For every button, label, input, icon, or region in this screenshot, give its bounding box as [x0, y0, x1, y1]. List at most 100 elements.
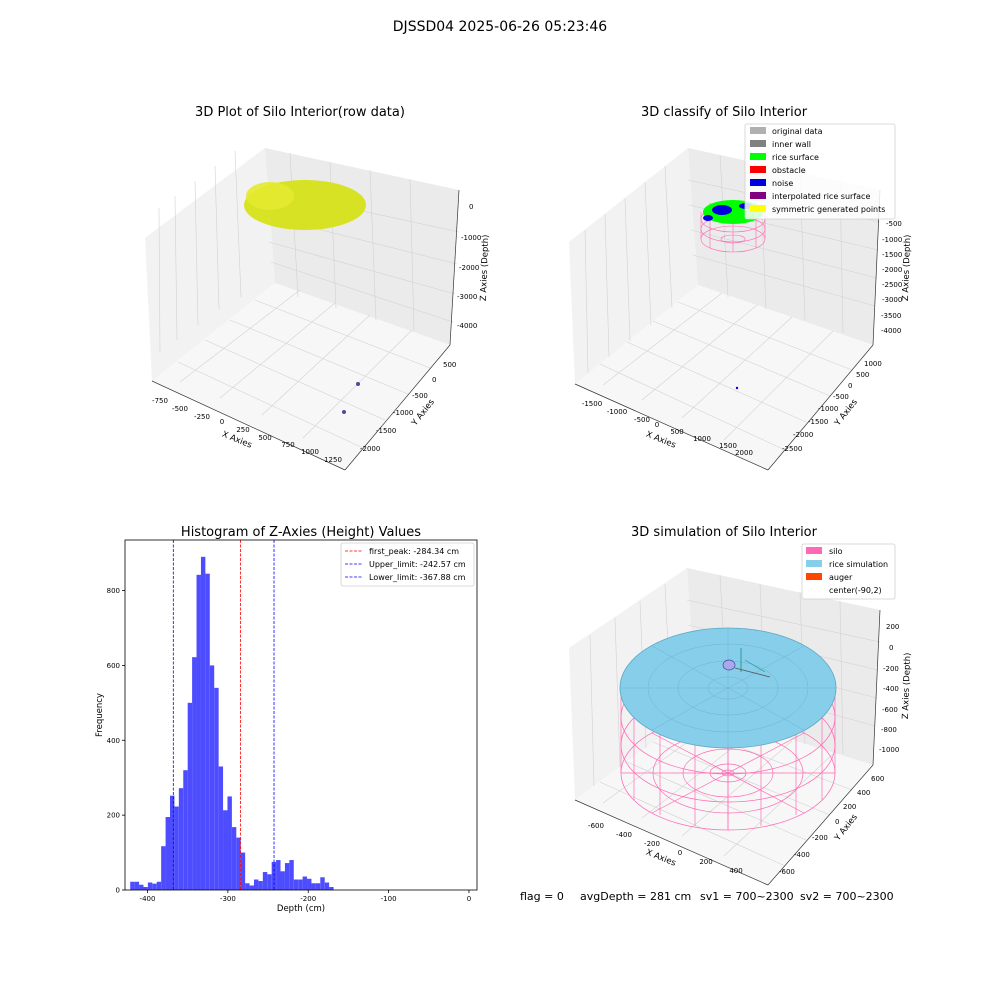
histogram-bar: [258, 881, 263, 890]
histogram-bar: [187, 702, 193, 890]
histogram-bar: [302, 876, 308, 890]
panel4-auger-arm: [734, 667, 771, 678]
panel4-x-label: X Axies: [644, 848, 677, 869]
panel1-x-tick: -500: [172, 405, 188, 413]
panel4-x-tick: 0: [678, 849, 682, 857]
panel4-z-tick: 0: [889, 644, 893, 652]
histogram-legend-first-peak: first_peak: -284.34 cm: [369, 547, 459, 556]
panel1-x-ticks: -750 -500 -250 0 250 500 750 1000 1250: [152, 397, 342, 464]
status-flag: flag = 0: [520, 890, 564, 903]
panel2-legend-swatch-obstacle: [750, 166, 766, 173]
histogram-bar: [165, 817, 170, 890]
panel1-y-tick: -500: [412, 392, 428, 400]
panel2-legend-swatch-noise: [750, 179, 766, 186]
histogram-x-label: Depth (cm): [277, 904, 325, 914]
panel4-y-tick: 600: [871, 775, 884, 783]
histogram-bar: [293, 879, 299, 890]
histogram-legend-upper-limit: Upper_limit: -242.57 cm: [369, 560, 466, 569]
panel1-outlier-point: [356, 382, 360, 386]
panel4-z-label: Z Axies (Depth): [901, 652, 913, 719]
histogram-bar: [298, 879, 303, 890]
panel2-x-ticks: -1500 -1000 -500 0 500 1000 1500 2000: [582, 400, 753, 457]
status-sv2: sv2 = 700~2300: [800, 890, 894, 903]
panel4-legend-rice-simulation: rice simulation: [829, 560, 888, 569]
histogram-bar: [170, 795, 175, 890]
histogram-bar: [139, 884, 144, 890]
panel4-legend-swatch-silo: [806, 547, 822, 554]
panel4-legend-silo: silo: [829, 547, 843, 556]
panel4-legend-center: center(-90,2): [829, 586, 882, 595]
panel1-x-tick: 1000: [301, 448, 319, 456]
panel2-title: 3D classify of Silo Interior: [641, 105, 808, 120]
histogram-x-tick-label: -100: [381, 895, 397, 903]
panel4-y-tick: 200: [843, 803, 856, 811]
histogram-x-ticks: -400 -300 -200 -100 0: [140, 890, 471, 903]
panel2-y-tick: 0: [848, 382, 852, 390]
panel1-z-tick: -1000: [461, 234, 481, 242]
panel4-z-tick: -1000: [879, 746, 899, 754]
histogram-bar: [276, 860, 281, 890]
panel2-y-tick: -2000: [793, 431, 813, 439]
histogram-bar: [262, 872, 268, 890]
panel2-x-tick: 2000: [735, 449, 753, 457]
panel4-y-tick: -400: [794, 851, 810, 859]
panel2-legend-rice-surface: rice surface: [772, 153, 819, 162]
panel2-legend-inner-wall: inner wall: [772, 140, 811, 149]
figure-suptitle: DJSSD04 2025-06-26 05:23:46: [393, 19, 608, 35]
histogram-legend: first_peak: -284.34 cm Upper_limit: -242…: [340, 542, 475, 587]
panel4-x-tick: 200: [699, 858, 712, 866]
panel4-silo-wireframe: [620, 632, 836, 831]
histogram-bar: [240, 852, 246, 890]
histogram-frame: [124, 539, 478, 891]
histogram-bar: [236, 837, 241, 890]
histogram-bar: [178, 788, 184, 890]
panel1-z-label: Z Axies (Depth): [479, 234, 491, 301]
histogram-bar: [192, 657, 197, 890]
histogram-y-tick-label: 600: [107, 662, 120, 670]
panel1-y-ticks: -2000 -1500 -1000 -500 0 500: [360, 361, 456, 453]
panel2-y-tick: -1500: [808, 418, 828, 426]
histogram-bar: [267, 874, 272, 890]
panel1-axes-box: [145, 148, 460, 471]
panel2-z-ticks: -500 -1000 -1500 -2000 -2500 -3000 -3500…: [881, 220, 902, 335]
panel2-legend-swatch-rice-surface: [750, 153, 766, 160]
panel1-y-tick: -1500: [376, 427, 396, 435]
panel1-x-tick: 750: [281, 441, 294, 449]
panel2-noise-outlier: [735, 386, 739, 390]
panel4-z-tick: -600: [882, 706, 898, 714]
panel4-x-tick: -200: [644, 840, 660, 848]
histogram-bar: [196, 574, 201, 890]
histogram-x-tick-label: -200: [300, 895, 316, 903]
panel-histogram: Histogram of Z-Axies (Height) Values -40…: [95, 525, 478, 914]
histogram-bar: [231, 827, 237, 890]
panel2-z-tick: -1500: [882, 251, 902, 259]
histogram-bar: [205, 573, 210, 890]
histogram-bar: [320, 877, 325, 890]
histogram-bar: [209, 665, 215, 890]
panel2-legend-swatch-inner-wall: [750, 140, 766, 147]
histogram-bar: [329, 887, 334, 890]
panel2-z-tick: -500: [886, 220, 902, 228]
histogram-bar: [200, 556, 206, 890]
status-footer: flag = 0 avgDepth = 281 cm sv1 = 700~230…: [520, 890, 894, 903]
panel2-x-tick: -1500: [582, 400, 602, 408]
panel1-z-tick: -2000: [459, 264, 479, 272]
panel2-x-tick: 0: [655, 421, 659, 429]
panel2-legend-obstacle: obstacle: [772, 166, 806, 175]
histogram-bars: [130, 556, 334, 890]
panel2-z-tick: -3000: [882, 296, 902, 304]
panel1-x-tick: 500: [258, 434, 271, 442]
panel2-legend-original: original data: [772, 127, 823, 136]
histogram-bar: [307, 878, 312, 890]
panel4-y-tick: 0: [835, 818, 839, 826]
panel1-x-tick: -250: [194, 413, 210, 421]
panel1-y-tick: 500: [443, 361, 456, 369]
panel1-y-tick: -2000: [360, 445, 380, 453]
panel4-x-tick: -600: [588, 822, 604, 830]
panel2-z-label: Z Axies (Depth): [901, 234, 913, 301]
histogram-bar: [156, 881, 162, 890]
panel2-y-tick: -500: [833, 393, 849, 401]
histogram-bar: [152, 883, 157, 890]
panel4-z-tick: 200: [886, 623, 899, 631]
